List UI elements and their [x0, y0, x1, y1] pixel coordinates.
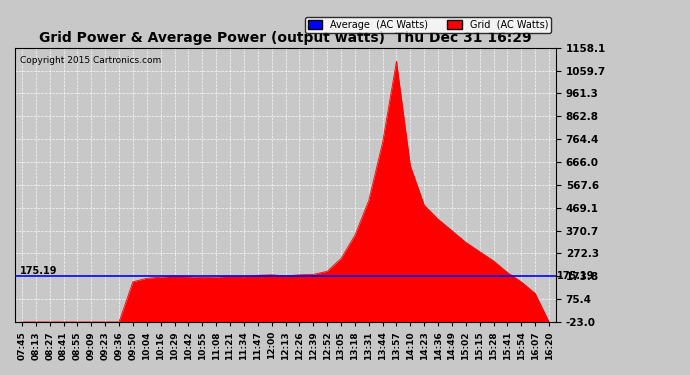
Title: Grid Power & Average Power (output watts)  Thu Dec 31 16:29: Grid Power & Average Power (output watts… [39, 31, 532, 45]
Legend: Average  (AC Watts), Grid  (AC Watts): Average (AC Watts), Grid (AC Watts) [305, 17, 551, 33]
Text: 175.19: 175.19 [21, 266, 58, 276]
Text: Copyright 2015 Cartronics.com: Copyright 2015 Cartronics.com [21, 56, 161, 65]
Text: 175.19: 175.19 [557, 271, 595, 281]
